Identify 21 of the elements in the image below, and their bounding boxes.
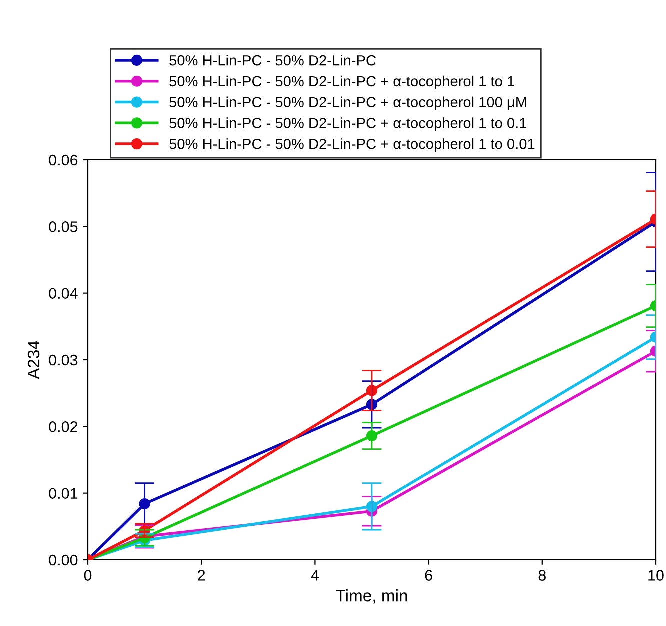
y-axis-title: A234	[28, 341, 40, 380]
legend-label: 50% H-Lin-PC - 50% D2-Lin-PC + α-tocopherol 1 to 0.1	[170, 118, 527, 132]
legend-label: 50% H-Lin-PC - 50% D2-Lin-PC + α-tocopherol 1 to 1	[170, 76, 514, 90]
y-tick-label: 0.05	[49, 222, 78, 232]
y-tick-label: 0.02	[49, 422, 78, 432]
point	[366, 430, 378, 442]
legend-label: 50% H-Lin-PC - 50% D2-Lin-PC	[170, 55, 376, 66]
x-tick-label: 8	[538, 570, 546, 581]
x-tick-label: 6	[425, 570, 432, 581]
y-tick-label: 0.03	[49, 354, 78, 366]
x-axis-title: Time, min	[336, 590, 408, 604]
y-tick-label: 0.04	[49, 288, 78, 300]
x-tick-label: 4	[311, 570, 319, 581]
y-tick-label: 0.01	[49, 488, 78, 500]
x-tick-label: 10	[648, 570, 664, 581]
y-tick-label: 0.00	[49, 554, 78, 566]
legend-label: 50% H-Lin-PC - 50% D2-Lin-PC + α-tocopherol 1 to 0.01	[170, 138, 535, 152]
x-tick-label: 2	[198, 570, 206, 581]
y-tick-label: 0.06	[49, 154, 78, 166]
x-tick-label: 0	[84, 570, 92, 581]
legend-label: 50% H-Lin-PC - 50% D2-Lin-PC + α-tocopherol 100 μM	[170, 96, 526, 110]
